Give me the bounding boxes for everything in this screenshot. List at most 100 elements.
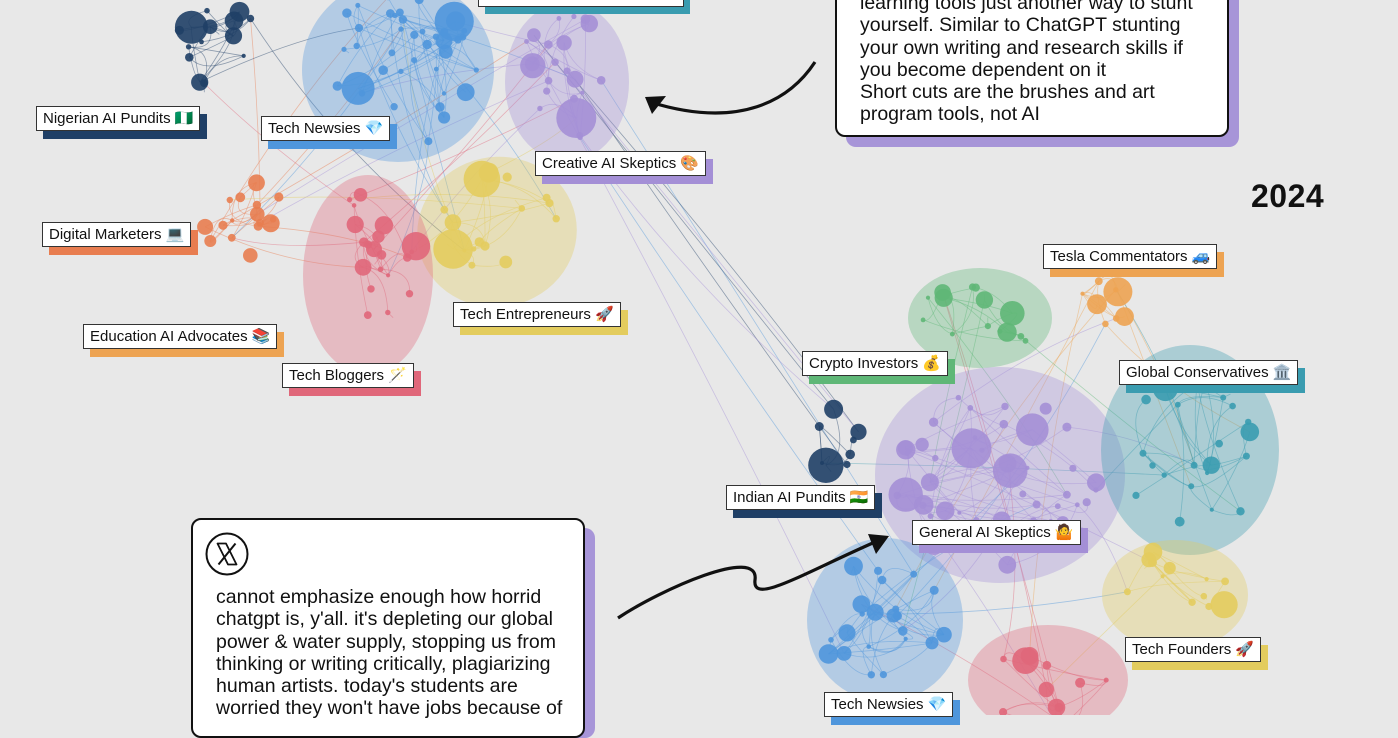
- label-general-ai-skeptics: General AI Skeptics 🤷: [912, 520, 1081, 545]
- network-node: [1188, 483, 1194, 489]
- network-node: [1124, 588, 1131, 595]
- network-node: [1063, 491, 1071, 499]
- network-node: [191, 74, 208, 91]
- network-node: [921, 318, 926, 323]
- network-node: [932, 455, 938, 461]
- network-node: [420, 29, 426, 35]
- network-node: [557, 16, 562, 21]
- network-node: [352, 203, 357, 208]
- network-node: [524, 39, 529, 44]
- network-node: [543, 88, 550, 95]
- network-node: [386, 273, 390, 277]
- network-node: [355, 259, 372, 276]
- label-nigerian-ai-pundits: Nigerian AI Pundits 🇳🇬: [36, 106, 200, 131]
- network-node: [464, 161, 501, 198]
- network-node: [1033, 501, 1041, 509]
- network-node: [1019, 491, 1026, 498]
- network-node: [1205, 577, 1209, 581]
- network-node: [398, 26, 403, 31]
- network-node: [399, 15, 407, 23]
- label-tech-newsies-2023: Tech Newsies 💎: [261, 116, 390, 141]
- network-node: [808, 448, 843, 483]
- network-node: [845, 450, 855, 460]
- post-top-line-2: yourself. Similar to ChatGPT stunting: [860, 14, 1227, 36]
- network-node: [439, 45, 453, 59]
- network-node: [878, 576, 887, 585]
- network-node: [1018, 333, 1025, 340]
- network-node: [1039, 682, 1054, 697]
- network-node: [1055, 503, 1061, 509]
- network-node: [553, 215, 560, 222]
- network-node: [389, 49, 396, 56]
- network-node: [204, 8, 210, 14]
- network-node: [390, 103, 397, 110]
- network-edge: [251, 19, 261, 223]
- network-node: [424, 137, 432, 145]
- network-node: [1021, 647, 1039, 665]
- network-node: [1188, 599, 1195, 606]
- label-tech-bloggers: Tech Bloggers 🪄: [282, 363, 414, 388]
- network-node: [819, 644, 839, 664]
- post-bottom-line-5: human artists. today's students are: [216, 675, 583, 697]
- network-node: [440, 28, 448, 36]
- network-node: [893, 611, 902, 620]
- label-tech-entrepreneurs: Tech Entrepreneurs 🚀: [453, 302, 621, 327]
- network-node: [442, 91, 446, 95]
- network-node: [433, 229, 473, 269]
- network-node: [544, 40, 553, 49]
- network-node: [952, 428, 992, 468]
- network-node: [243, 248, 258, 263]
- network-node: [440, 206, 448, 214]
- network-node: [576, 132, 583, 139]
- network-node: [850, 424, 866, 440]
- network-node: [341, 47, 346, 52]
- network-node: [957, 511, 961, 515]
- network-node: [227, 197, 233, 203]
- network-node: [1175, 517, 1185, 527]
- post-card-bottom: cannot emphasize enough how horrid chatg…: [191, 518, 585, 738]
- network-node: [824, 400, 843, 419]
- network-node: [545, 77, 553, 85]
- network-node: [956, 395, 962, 401]
- x-logo-icon: [205, 532, 249, 576]
- network-node: [402, 232, 430, 260]
- network-node: [1203, 457, 1220, 474]
- network-node: [556, 98, 596, 138]
- network-node: [838, 624, 855, 641]
- cluster-blob: [968, 625, 1128, 715]
- network-node: [1069, 465, 1076, 472]
- network-node: [354, 43, 360, 49]
- post-top-line-6: program tools, not AI: [860, 103, 1227, 125]
- network-node: [445, 214, 462, 231]
- network-node: [199, 40, 204, 45]
- label-cutoff-top: [478, 0, 690, 14]
- network-node: [976, 291, 993, 308]
- network-node: [262, 214, 280, 232]
- network-node: [333, 81, 343, 91]
- network-node: [274, 192, 283, 201]
- network-node: [1149, 462, 1155, 468]
- network-node: [364, 311, 372, 319]
- network-node: [503, 173, 512, 182]
- network-node: [815, 422, 824, 431]
- label-crypto-investors: Crypto Investors 💰: [802, 351, 948, 376]
- label-tech-newsies-2024: Tech Newsies 💎: [824, 692, 953, 717]
- network-node: [1042, 661, 1051, 670]
- network-node: [519, 205, 526, 212]
- network-node: [597, 76, 606, 85]
- network-node: [247, 15, 254, 22]
- network-node: [910, 571, 917, 578]
- network-node: [1104, 678, 1109, 683]
- year-label: 2024: [1251, 178, 1324, 215]
- network-node: [934, 284, 951, 301]
- network-node: [248, 174, 265, 191]
- network-node: [204, 235, 216, 247]
- network-node: [499, 256, 512, 269]
- network-node: [998, 323, 1017, 342]
- network-node: [844, 557, 863, 576]
- label-education-ai-advocates: Education AI Advocates 📚: [83, 324, 277, 349]
- network-node: [894, 492, 901, 499]
- network-node: [1162, 472, 1167, 477]
- network-node: [904, 637, 908, 641]
- network-node: [993, 453, 1028, 488]
